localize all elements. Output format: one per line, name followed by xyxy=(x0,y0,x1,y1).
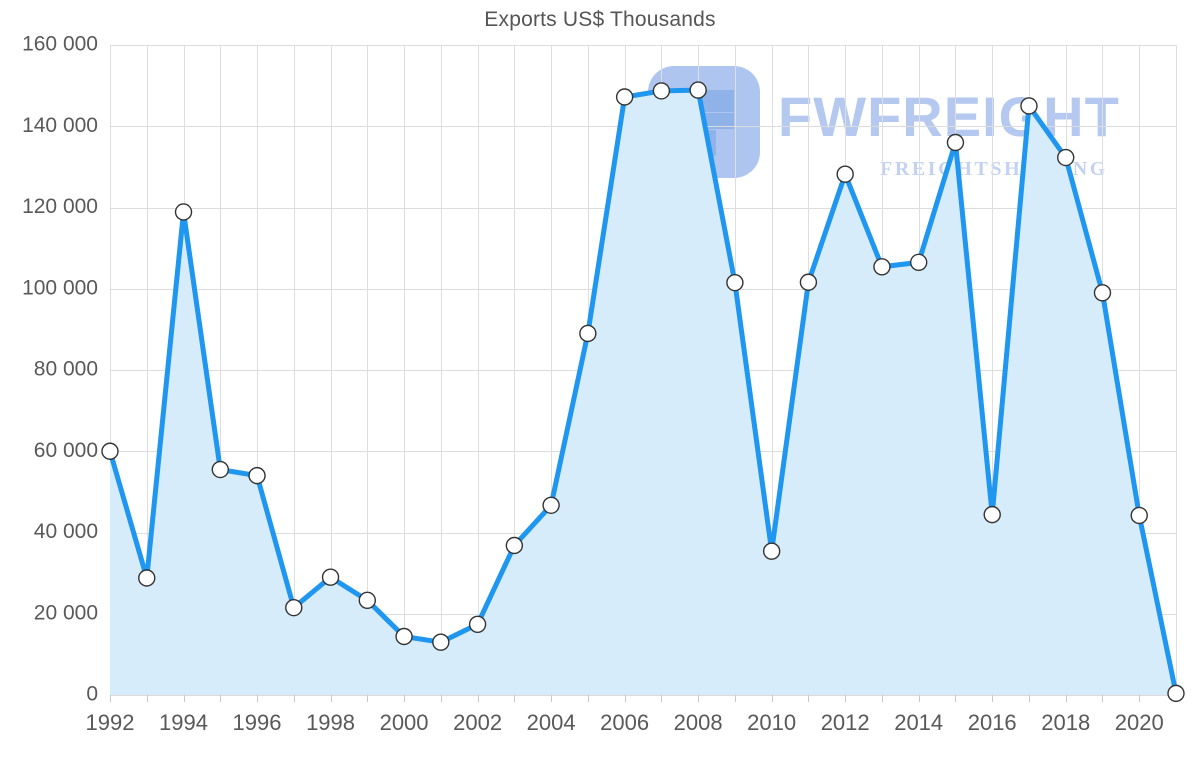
svg-text:20 000: 20 000 xyxy=(34,601,98,624)
series-line xyxy=(107,87,1179,696)
svg-text:80 000: 80 000 xyxy=(34,358,98,381)
svg-text:2006: 2006 xyxy=(600,710,649,735)
svg-text:2008: 2008 xyxy=(674,710,723,735)
svg-text:2012: 2012 xyxy=(821,710,870,735)
svg-text:160 000: 160 000 xyxy=(22,33,98,56)
svg-text:2000: 2000 xyxy=(380,710,429,735)
svg-text:40 000: 40 000 xyxy=(34,520,98,543)
svg-text:2016: 2016 xyxy=(968,710,1017,735)
svg-text:140 000: 140 000 xyxy=(22,114,98,137)
series-area-fill xyxy=(110,90,1176,696)
svg-text:1996: 1996 xyxy=(233,710,282,735)
series-markers xyxy=(101,81,1185,703)
svg-text:0: 0 xyxy=(86,683,98,706)
x-axis-tickmarks xyxy=(110,695,1177,702)
svg-text:2018: 2018 xyxy=(1041,710,1090,735)
chart-title: Exports US$ Thousands xyxy=(484,8,716,31)
svg-text:1998: 1998 xyxy=(306,710,355,735)
svg-text:2002: 2002 xyxy=(453,710,502,735)
svg-text:1994: 1994 xyxy=(159,710,208,735)
x-axis-labels: 1992 1994 1996 1998 2000 2002 2004 2006 2008 2010… xyxy=(86,710,1164,735)
svg-text:2004: 2004 xyxy=(527,710,576,735)
svg-text:2014: 2014 xyxy=(894,710,943,735)
svg-text:120 000: 120 000 xyxy=(22,195,98,218)
svg-text:1992: 1992 xyxy=(86,710,135,735)
svg-text:60 000: 60 000 xyxy=(34,439,98,462)
svg-text:2020: 2020 xyxy=(1115,710,1164,735)
svg-text:100 000: 100 000 xyxy=(22,276,98,299)
svg-text:2010: 2010 xyxy=(747,710,796,735)
y-axis-labels: 0 20 000 40 000 60 000 80 000 100 000 120 000 1… xyxy=(22,33,98,706)
